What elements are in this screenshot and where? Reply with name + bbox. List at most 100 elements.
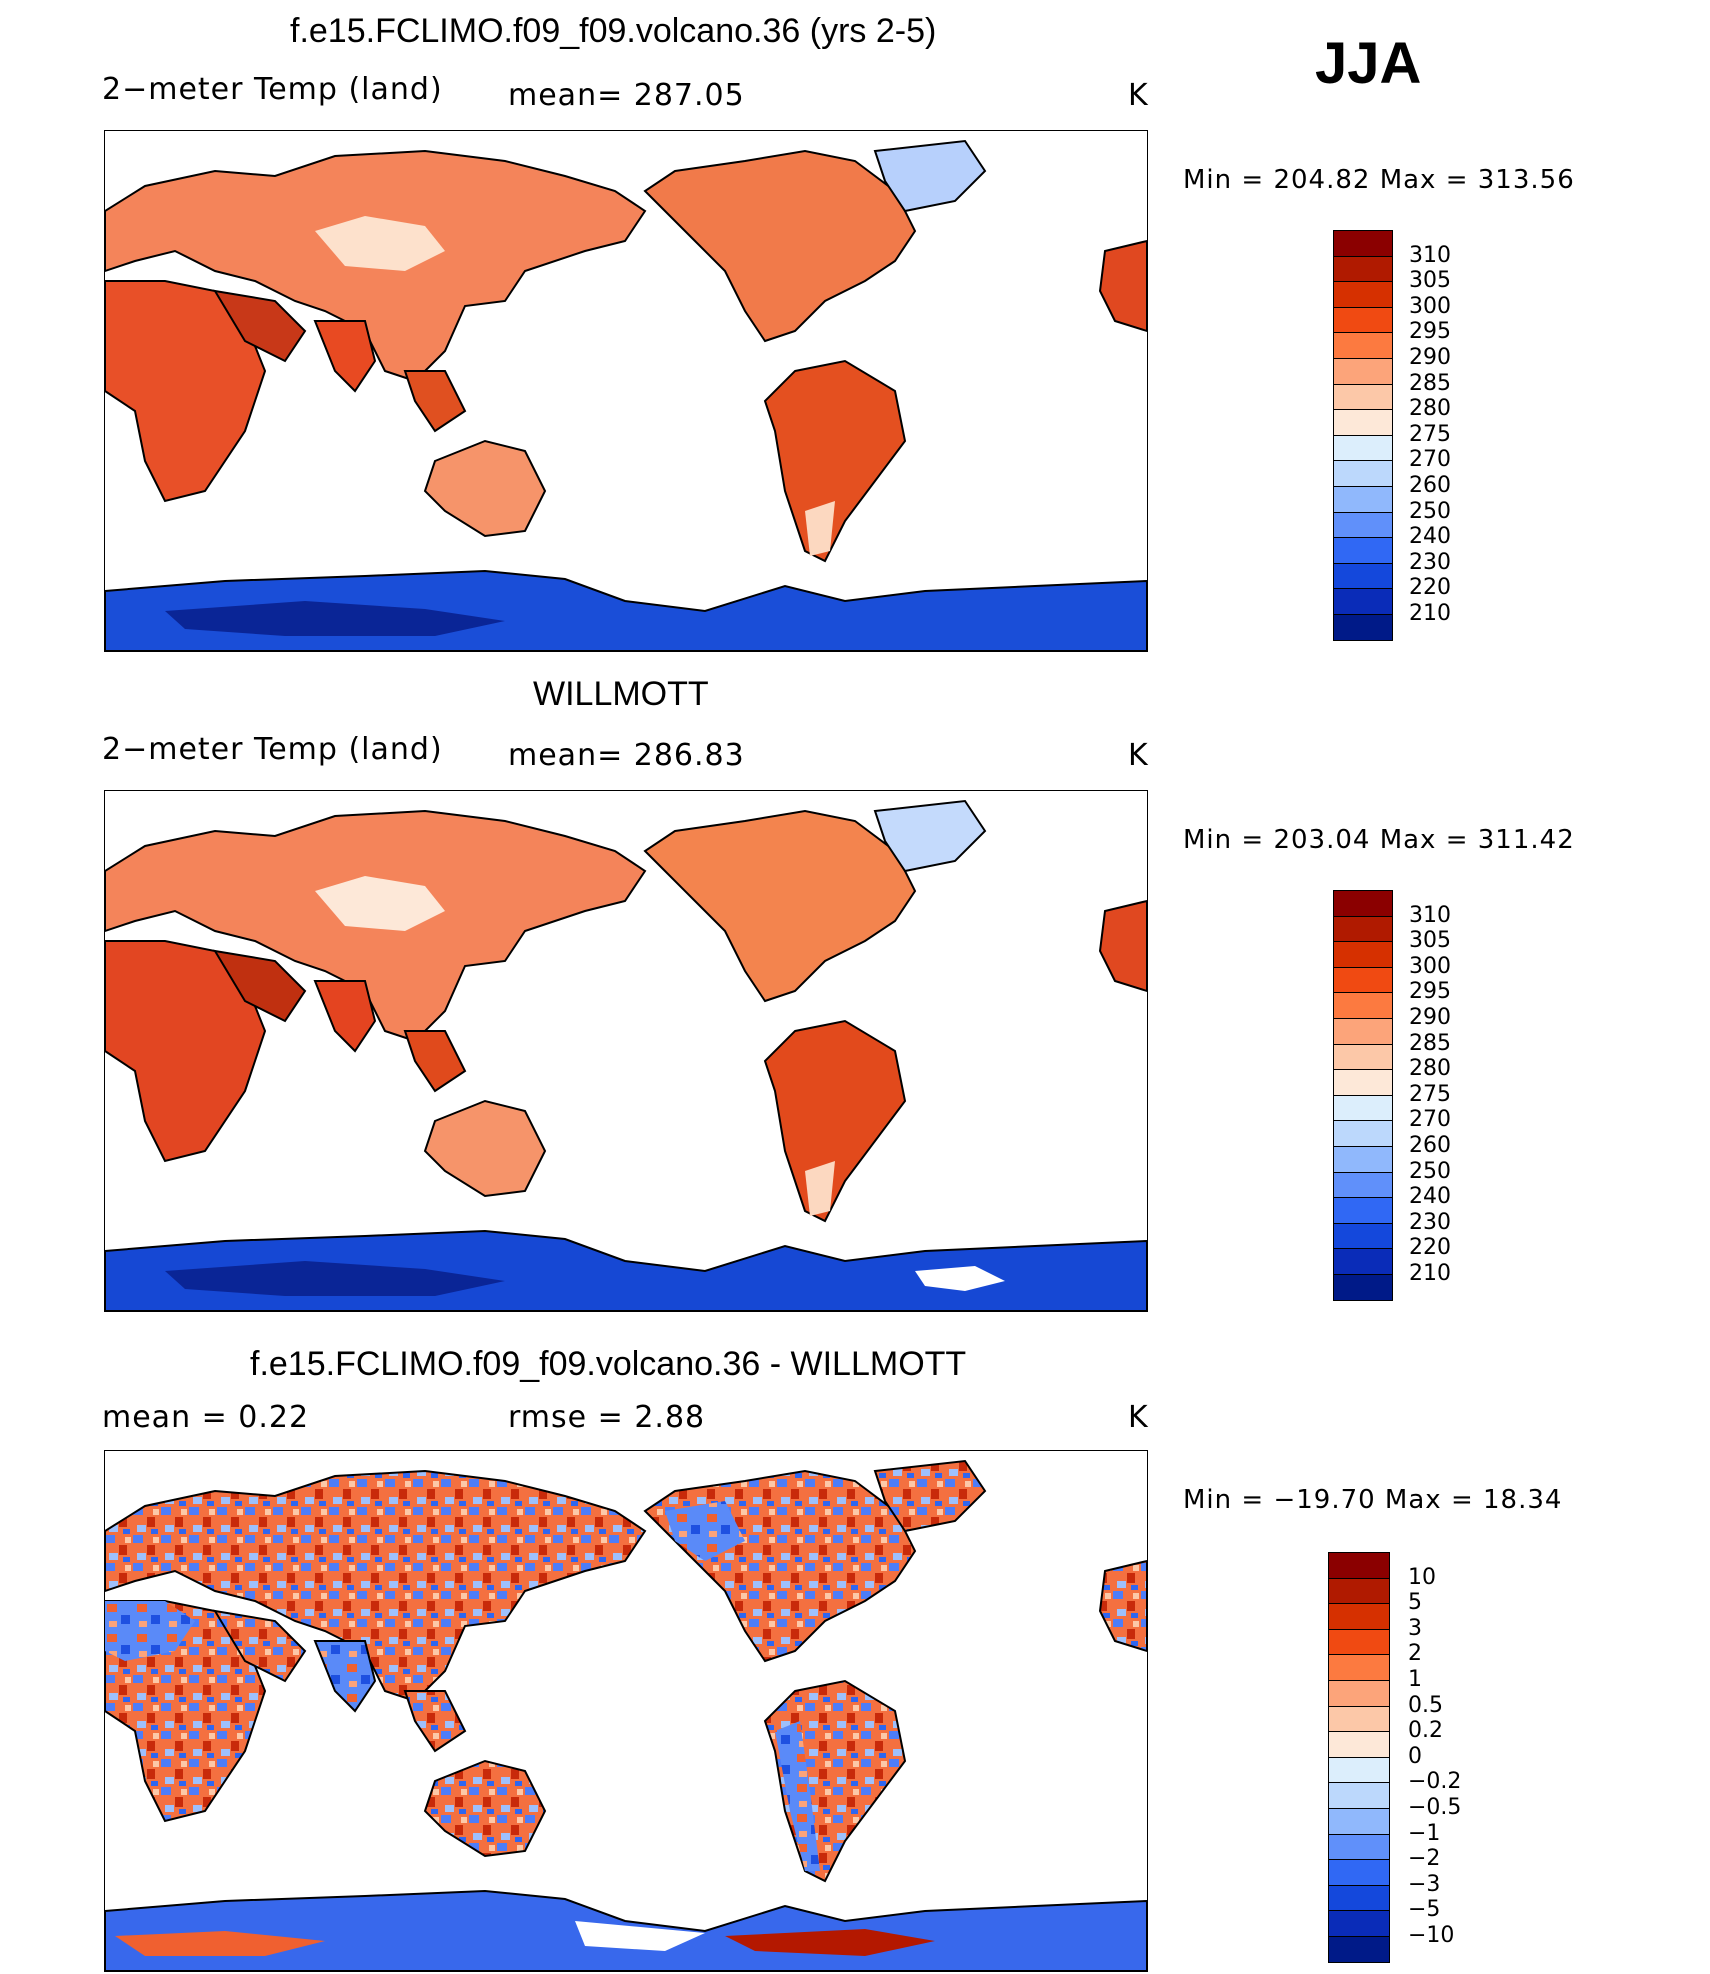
panel-3-units: K — [1128, 1400, 1149, 1435]
panel-1-minmax: Min = 204.82 Max = 313.56 — [1183, 165, 1575, 195]
panel-2-colorbar-level-label: 250 — [1409, 1158, 1451, 1184]
panel-3-colorbar-swatch — [1328, 1731, 1390, 1758]
arabia — [213, 1609, 307, 1683]
patagonia — [805, 501, 835, 556]
panel-1-colorbar-level-label: 210 — [1409, 601, 1451, 626]
canada-blue — [665, 1501, 745, 1561]
panel-1-colorbar-swatch — [1333, 537, 1393, 564]
panel-2-colorbar-level-label: 260 — [1409, 1133, 1451, 1158]
panel-3-colorbar-level-label: −0.5 — [1408, 1795, 1462, 1820]
panel-3-colorbar-level-label: 0.2 — [1408, 1718, 1443, 1744]
panel-2-colorbar-level-label: 300 — [1409, 953, 1451, 979]
africa — [105, 280, 267, 503]
north-america — [643, 1469, 917, 1663]
panel-2-colorbar-level-label: 290 — [1409, 1005, 1451, 1030]
antarctica-interior — [165, 601, 505, 636]
southeast-asia — [403, 370, 467, 433]
west-africa-east-edge — [1098, 899, 1147, 993]
panel-3-map-graphic — [105, 1459, 1147, 1971]
eurasia — [105, 1469, 647, 1703]
panel-1-colorbar-level-label: 220 — [1409, 575, 1451, 601]
panel-2-colorbar-swatch — [1333, 1248, 1393, 1275]
panel-2-colorbar-level-label: 280 — [1409, 1056, 1451, 1082]
north-america — [643, 809, 917, 1003]
panel-3-colorbar-swatch — [1328, 1577, 1390, 1605]
panel-1-colorbar-level-label: 290 — [1409, 345, 1451, 370]
southeast-asia — [403, 1030, 467, 1093]
panel-1-colorbar-swatch — [1333, 255, 1393, 283]
panel-2-map — [104, 790, 1148, 1312]
west-africa-east-edge — [1098, 239, 1147, 333]
panel-3-colorbar-swatch — [1328, 1910, 1390, 1937]
panel-3-colorbar-swatch — [1328, 1552, 1390, 1579]
panel-1-title: f.e15.FCLIMO.f09_f09.volcano.36 (yrs 2-5… — [290, 12, 937, 50]
panel-2-colorbar-level-label: 310 — [1409, 902, 1451, 928]
panel-2-colorbar-swatch — [1333, 890, 1393, 917]
panel-1-colorbar-level-label: 310 — [1409, 242, 1451, 268]
panel-1-colorbar-swatch — [1333, 562, 1393, 590]
panel-2-colorbar-swatch — [1333, 1274, 1393, 1301]
panel-2-colorbar-swatch — [1333, 915, 1393, 943]
panel-2-colorbar-swatch — [1333, 1069, 1393, 1096]
panel-3-colorbar-level-label: −0.2 — [1408, 1769, 1462, 1795]
north-africa-blue — [105, 1601, 195, 1661]
panel-3-map — [104, 1450, 1148, 1972]
panel-1-colorbar-level-label: 230 — [1409, 549, 1451, 575]
arabia — [213, 949, 307, 1023]
australia — [423, 1759, 547, 1858]
panel-2-colorbar-swatch — [1333, 966, 1393, 994]
panel-3-colorbar-level-label: 3 — [1408, 1615, 1422, 1641]
panel-1-landmasses — [105, 139, 1147, 651]
southeast-asia — [403, 1690, 467, 1753]
tibet-plateau — [315, 216, 445, 271]
panel-1-units: K — [1128, 78, 1149, 113]
panel-1-variable-label: 2−meter Temp (land) — [102, 72, 443, 107]
greenland — [873, 799, 987, 873]
panel-1-colorbar-level-label: 295 — [1409, 319, 1451, 345]
panel-3-colorbar-level-label: 5 — [1408, 1590, 1422, 1616]
antarctica-warm-east — [725, 1929, 935, 1956]
panel-1-mean-label: mean= 287.05 — [508, 78, 745, 113]
season-label: JJA — [1315, 31, 1422, 96]
panel-3-colorbar-level-label: 0 — [1408, 1743, 1422, 1769]
panel-2-colorbar-swatch — [1333, 1094, 1393, 1122]
panel-2-colorbar-swatch — [1333, 1120, 1393, 1147]
ross-ice-gap — [915, 1266, 1005, 1291]
panel-1-colorbar-level-label: 275 — [1409, 421, 1451, 447]
panel-2-map-graphic — [105, 799, 1147, 1311]
panel-1-colorbar-swatch — [1333, 409, 1393, 436]
panel-3-colorbar-level-label: −5 — [1408, 1897, 1441, 1923]
panel-3-colorbar-level-label: 2 — [1408, 1641, 1422, 1667]
africa — [105, 940, 267, 1163]
panel-3-colorbar-level-label: −2 — [1408, 1846, 1441, 1872]
panel-1-colorbar-swatch — [1333, 434, 1393, 462]
panel-2-units: K — [1128, 738, 1149, 773]
panel-2-colorbar-level-label: 240 — [1409, 1184, 1451, 1210]
panel-2-minmax: Min = 203.04 Max = 311.42 — [1183, 825, 1575, 855]
panel-2-colorbar-level-label: 210 — [1409, 1261, 1451, 1286]
panel-1-colorbar-swatch — [1333, 588, 1393, 615]
panel-2-colorbar-level-label: 220 — [1409, 1235, 1451, 1261]
panel-2-colorbar-level-label: 230 — [1409, 1209, 1451, 1235]
panel-1-colorbar-swatch — [1333, 614, 1393, 641]
panel-2-colorbar-level-label: 295 — [1409, 979, 1451, 1005]
panel-3-colorbar-swatch — [1328, 1808, 1390, 1835]
panel-2-colorbar-level-label: 270 — [1409, 1107, 1451, 1133]
panel-1-colorbar-swatch — [1333, 358, 1393, 385]
panel-3-colorbar-swatch — [1328, 1756, 1390, 1784]
panel-3-colorbar-swatch — [1328, 1680, 1390, 1707]
panel-2-colorbar-level-label: 285 — [1409, 1030, 1451, 1056]
panel-3-colorbar-swatch — [1328, 1884, 1390, 1912]
antarctica-warm-west — [115, 1931, 325, 1956]
south-asia — [313, 980, 377, 1053]
andes-blue — [775, 1721, 820, 1871]
panel-2-colorbar-level-label: 305 — [1409, 928, 1451, 954]
panel-1-colorbar-swatch — [1333, 281, 1393, 308]
panel-3-mean-label: mean = 0.22 — [102, 1400, 310, 1435]
south-asia — [313, 320, 377, 393]
panel-1-colorbar-level-label: 270 — [1409, 447, 1451, 473]
panel-1-map — [104, 130, 1148, 652]
panel-1-colorbar-level-label: 285 — [1409, 370, 1451, 396]
panel-3-colorbar-swatch — [1328, 1705, 1390, 1733]
panel-3-title: f.e15.FCLIMO.f09_f09.volcano.36 - WILLMO… — [250, 1345, 967, 1383]
